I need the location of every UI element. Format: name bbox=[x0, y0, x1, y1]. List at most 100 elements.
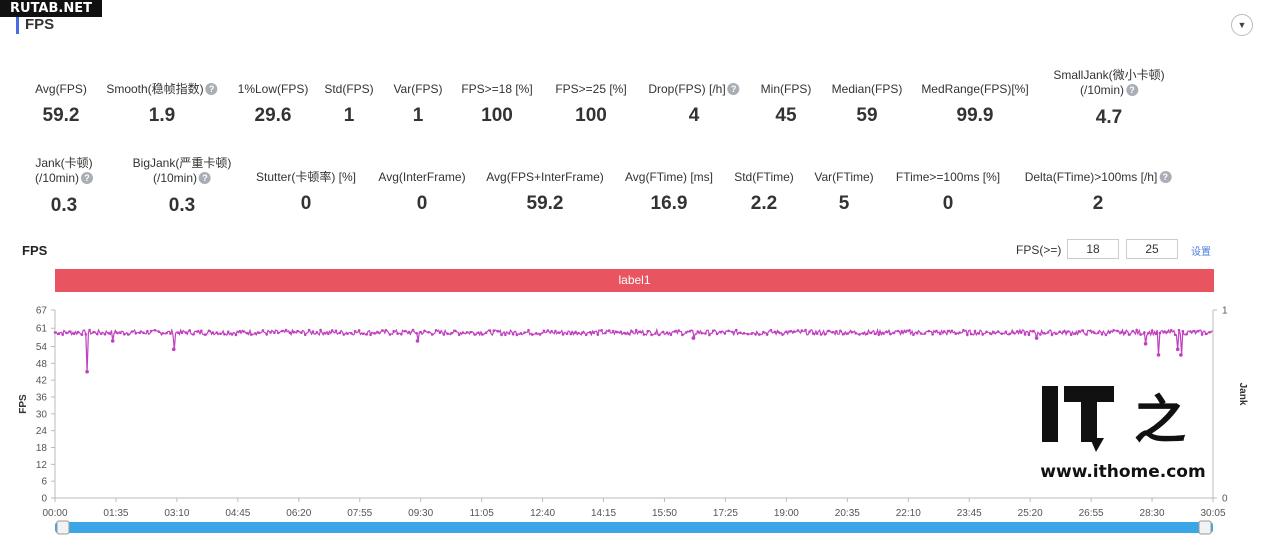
help-icon[interactable]: ? bbox=[199, 172, 211, 184]
y-tick-label: 18 bbox=[36, 443, 48, 454]
metric-value: 0 bbox=[942, 193, 954, 214]
fps-point bbox=[985, 330, 988, 334]
fps-point bbox=[658, 333, 661, 337]
y-tick-label: 12 bbox=[36, 460, 48, 471]
y-tick-label: 54 bbox=[36, 342, 48, 353]
fps-point bbox=[184, 331, 188, 334]
x-tick-label: 20:35 bbox=[835, 508, 860, 519]
fps-point bbox=[696, 330, 700, 333]
fps-point bbox=[481, 333, 484, 336]
fps-point bbox=[438, 331, 442, 334]
fps-point bbox=[877, 333, 881, 336]
fps-point bbox=[688, 329, 692, 333]
fps-point bbox=[650, 333, 653, 337]
fps-point bbox=[203, 333, 207, 336]
fps-point bbox=[350, 332, 353, 335]
fps-point bbox=[146, 329, 149, 333]
fps-point bbox=[742, 331, 746, 335]
metric-label: Delta(FTime)>100ms [/h]? bbox=[1025, 170, 1172, 185]
fps-point bbox=[1143, 331, 1146, 334]
fps-point bbox=[334, 329, 338, 333]
section-accent-bar bbox=[16, 17, 19, 34]
fps-point bbox=[377, 331, 380, 334]
fps-point bbox=[1069, 333, 1073, 337]
edit-threshold-link[interactable]: 设置 bbox=[1191, 247, 1211, 258]
metric-r2-1: BigJank(严重卡顿) (/10min)? 0.3 bbox=[133, 156, 232, 217]
help-icon[interactable]: ? bbox=[81, 172, 94, 184]
fps-point bbox=[207, 329, 211, 333]
fps-point bbox=[223, 333, 226, 336]
fps-point bbox=[1089, 329, 1092, 333]
help-icon[interactable]: ? bbox=[1159, 171, 1172, 183]
fps-point bbox=[831, 331, 834, 334]
metric-value: 2 bbox=[1092, 193, 1104, 214]
threshold-2-input[interactable] bbox=[1126, 239, 1178, 259]
fps-point bbox=[654, 332, 657, 335]
fps-point bbox=[1173, 333, 1177, 337]
fps-point bbox=[215, 331, 218, 334]
metric-label: FPS>=18 [%] bbox=[461, 82, 533, 96]
fps-point bbox=[1104, 333, 1108, 337]
threshold-label: FPS(>=) bbox=[1016, 243, 1062, 257]
y2-tick-label: 0 bbox=[1222, 494, 1228, 505]
fps-point bbox=[507, 332, 511, 335]
fps-point bbox=[1120, 331, 1123, 334]
fps-point bbox=[519, 332, 523, 335]
fps-point bbox=[788, 330, 792, 333]
fps-point bbox=[296, 329, 299, 333]
fps-point bbox=[242, 330, 245, 333]
metric-label: Stutter(卡顿率) [%] bbox=[255, 170, 357, 184]
fps-point bbox=[846, 332, 850, 335]
x-tick-label: 30:05 bbox=[1200, 508, 1225, 519]
metric-sublabel: (/10min)? bbox=[133, 171, 232, 186]
fps-point bbox=[330, 329, 334, 332]
fps-point bbox=[230, 333, 234, 336]
y-tick-label: 30 bbox=[36, 409, 48, 420]
help-icon[interactable]: ? bbox=[727, 83, 740, 95]
metric-label: Avg(FPS+InterFrame) bbox=[486, 170, 604, 184]
fps-point bbox=[1135, 328, 1138, 332]
fps-point bbox=[1166, 330, 1169, 334]
fps-point bbox=[65, 331, 68, 335]
metric-r1-6: FPS>=25 [%] 100 bbox=[555, 82, 626, 127]
fps-point bbox=[1046, 331, 1050, 334]
fps-point bbox=[238, 329, 242, 333]
fps-point bbox=[396, 332, 399, 335]
fps-point bbox=[792, 330, 796, 333]
collapse-button[interactable]: ▼ bbox=[1231, 14, 1253, 36]
fps-point bbox=[1158, 331, 1162, 335]
fps-point bbox=[1031, 330, 1034, 333]
fps-point bbox=[615, 330, 619, 334]
fps-point bbox=[192, 332, 195, 336]
fps-point bbox=[854, 331, 857, 335]
y2-tick-label: 1 bbox=[1222, 306, 1228, 317]
threshold-1-input[interactable] bbox=[1067, 239, 1119, 259]
metric-label: Min(FPS) bbox=[760, 82, 812, 96]
fps-point bbox=[1123, 331, 1127, 334]
fps-dip-point bbox=[415, 339, 420, 343]
fps-point bbox=[196, 330, 199, 333]
metric-r1-0: Avg(FPS) 59.2 bbox=[35, 82, 87, 127]
fps-point bbox=[912, 333, 915, 337]
metric-label: Var(FPS) bbox=[393, 82, 443, 96]
fps-point bbox=[400, 332, 403, 336]
fps-point bbox=[119, 331, 122, 335]
fps-point bbox=[80, 333, 84, 336]
fps-point bbox=[342, 333, 346, 336]
fps-point bbox=[631, 330, 634, 334]
fps-series-line bbox=[54, 327, 1213, 372]
fps-point bbox=[946, 329, 950, 333]
help-icon[interactable]: ? bbox=[1126, 84, 1139, 96]
fps-point bbox=[638, 330, 642, 334]
fps-point bbox=[604, 331, 607, 335]
metric-label: Avg(FTime) [ms] bbox=[624, 170, 714, 184]
fps-point bbox=[773, 330, 777, 334]
fps-point bbox=[157, 330, 161, 333]
fps-point bbox=[958, 331, 961, 334]
fps-point bbox=[446, 332, 449, 335]
fps-point bbox=[138, 331, 141, 335]
help-icon[interactable]: ? bbox=[205, 83, 218, 95]
x-tick-label: 25:20 bbox=[1018, 508, 1043, 519]
fps-point bbox=[966, 333, 969, 337]
metric-r1-8: Min(FPS) 45 bbox=[761, 82, 812, 127]
